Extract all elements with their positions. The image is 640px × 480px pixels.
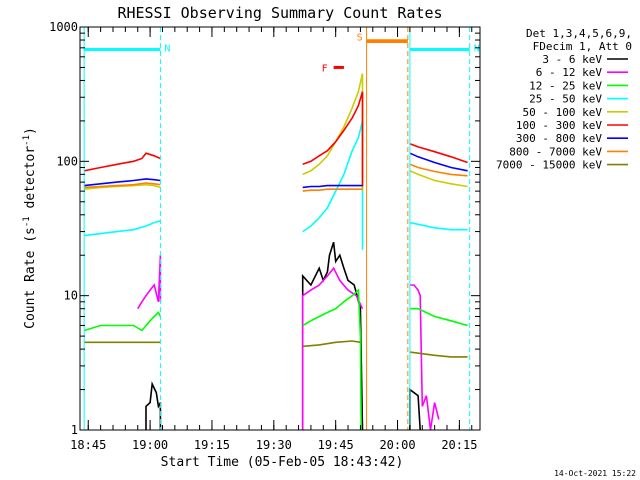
series-line-1 (301, 266, 364, 430)
y-tick-label: 10 (64, 289, 78, 303)
axes-group: 1 10 100 1000 18:45 19:00 19:15 19:30 19:45 20:00… (49, 20, 481, 452)
series-line-2 (302, 288, 362, 431)
series-line-3 (302, 120, 364, 250)
y-tick-label: 100 (56, 154, 78, 168)
legend-label: 100 - 300 keV (516, 119, 602, 132)
x-tick-label: 20:00 (379, 438, 415, 452)
series-line-0 (301, 241, 364, 431)
legend-header-line: Det 1,3,4,5,6,9, (526, 27, 632, 40)
y-tick-label: 1000 (49, 20, 78, 34)
legend-label: 12 - 25 keV (529, 79, 602, 92)
y-axis-label-exp: -1 (22, 135, 32, 146)
x-tick-label: 20:15 (441, 438, 477, 452)
x-tick-label: 19:30 (256, 438, 292, 452)
x-tick-label: 19:45 (318, 438, 354, 452)
legend-header-line: FDecim 1, Att 0 (533, 40, 632, 53)
legend-label: 300 - 800 keV (516, 132, 602, 145)
legend-label: 25 - 50 keV (529, 93, 602, 106)
interval-label: S (357, 32, 363, 43)
series-line-8 (409, 351, 468, 358)
series-line-3 (409, 221, 468, 231)
series-line-7 (84, 182, 161, 189)
y-axis-label-part: ) (23, 127, 38, 135)
x-tick-label: 19:00 (132, 438, 168, 452)
series-line-5 (83, 152, 161, 172)
series-line-4 (409, 170, 468, 188)
y-tick-label: 1 (71, 423, 78, 437)
y-axis-label-exp: -1 (22, 216, 32, 227)
chart-title: RHESSI Observing Summary Count Rates (117, 4, 442, 22)
y-axis-label-part: Count Rate (s (23, 227, 38, 329)
series-line-5 (409, 143, 468, 164)
interval-label: F (322, 63, 328, 74)
intervals-group: N N F S (83, 27, 480, 430)
series-line-6 (302, 184, 363, 189)
x-tick-label: 18:45 (70, 438, 106, 452)
footer-date: 14-Oct-2021 15:22 (554, 469, 636, 478)
series-line-4 (302, 73, 364, 192)
series-line-5 (302, 91, 364, 187)
series-line-7 (409, 163, 468, 177)
legend-label: 800 - 7000 keV (509, 145, 602, 158)
series-line-4 (84, 183, 161, 190)
series-line-6 (84, 178, 161, 187)
interval-label: N (474, 43, 480, 54)
x-axis-label: Start Time (05-Feb-05 18:43:42) (161, 455, 404, 470)
y-axis-label: Count Rate (s-1 detector-1) (22, 127, 38, 329)
legend-label: 7000 - 15000 keV (496, 159, 602, 172)
series-line-3 (84, 220, 161, 237)
series-line-6 (409, 152, 468, 172)
series-line-8 (302, 340, 361, 348)
plot-frame (79, 26, 481, 431)
series-line-2 (409, 307, 468, 327)
x-tick-label: 19:15 (194, 438, 230, 452)
legend-label: 3 - 6 keV (542, 53, 602, 66)
y-axis-label-part: detector (23, 146, 38, 217)
legend-label: 50 - 100 keV (523, 106, 603, 119)
interval-label: N (164, 43, 170, 54)
legend: Det 1,3,4,5,6,9, FDecim 1, Att 0 3 - 6 k… (496, 27, 632, 172)
series-line-1 (409, 284, 440, 431)
legend-label: 6 - 12 keV (536, 66, 603, 79)
series-line-7 (302, 188, 363, 192)
series-line-2 (83, 311, 162, 332)
